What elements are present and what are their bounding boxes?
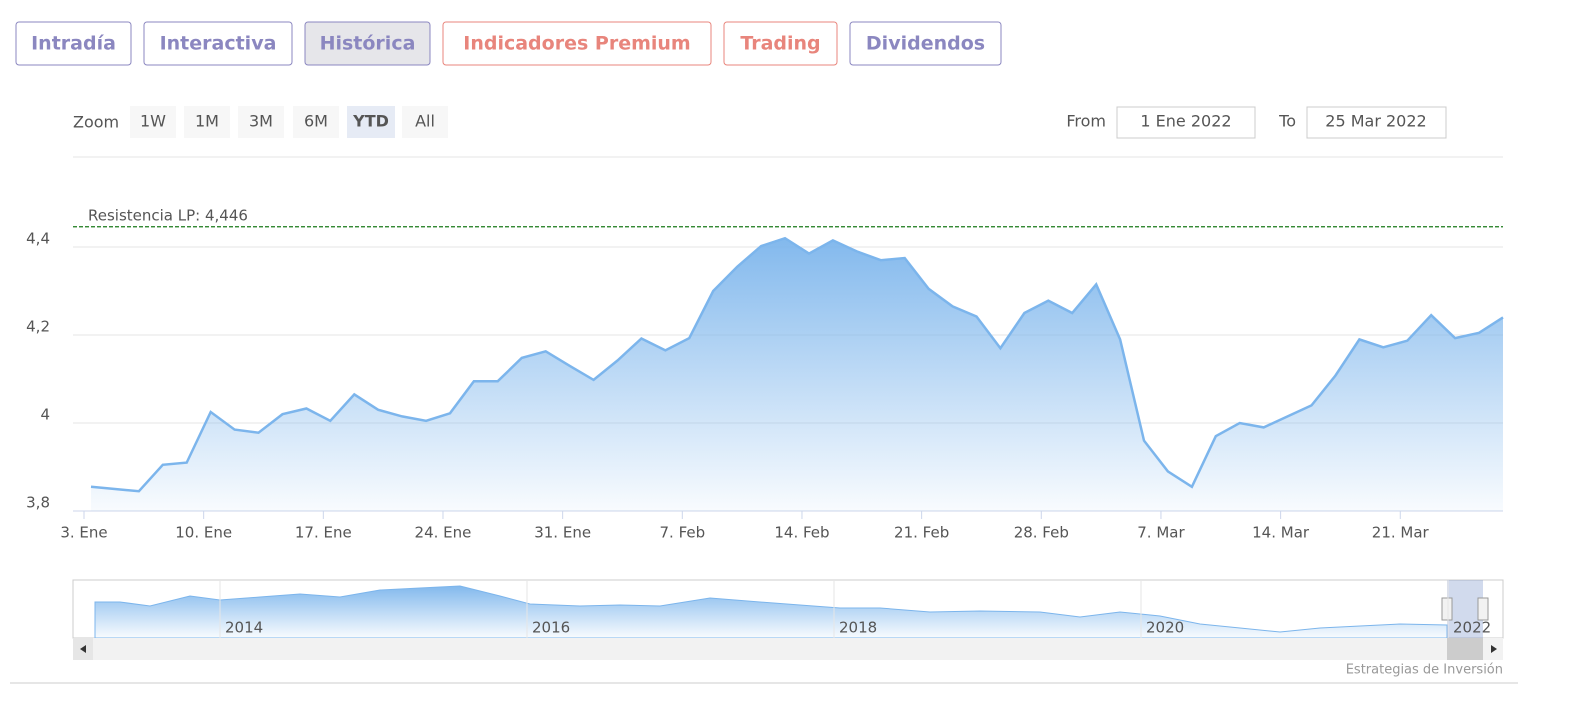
tab[interactable]	[442, 21, 712, 66]
x-tick-label: 21. Feb	[894, 524, 949, 542]
tab-label: Interactiva	[160, 33, 277, 55]
y-tick-label: 4	[40, 406, 50, 424]
zoom-button-label: 3M	[249, 112, 273, 131]
navigator-window[interactable]	[1447, 580, 1483, 638]
to-value: 25 Mar 2022	[1325, 112, 1426, 131]
x-tick-label: 10. Ene	[175, 524, 232, 542]
x-tick-label: 7. Feb	[659, 524, 705, 542]
zoom-button-label: 1W	[140, 112, 166, 131]
zoom-button[interactable]	[130, 106, 176, 138]
zoom-button[interactable]	[238, 106, 284, 138]
x-tick-label: 3. Ene	[60, 524, 107, 542]
x-tick-label: 31. Ene	[534, 524, 591, 542]
x-tick-label: 28. Feb	[1014, 524, 1069, 542]
zoom-button-label: 6M	[304, 112, 328, 131]
tab-label: Histórica	[320, 33, 416, 55]
navigator-area	[94, 585, 1448, 639]
credit: Estrategias de Inversión	[1346, 663, 1503, 678]
area	[91, 238, 1503, 511]
tab[interactable]	[849, 21, 1002, 66]
from-label: From	[1066, 112, 1106, 131]
y-tick-label: 3,8	[26, 494, 50, 512]
tab[interactable]	[15, 21, 132, 66]
navigator-label: 2014	[225, 619, 263, 637]
navigator-label: 2016	[532, 619, 570, 637]
tab-label: Dividendos	[866, 33, 985, 55]
x-tick-label: 14. Feb	[774, 524, 829, 542]
x-tick-label: 24. Ene	[415, 524, 472, 542]
tab-label: Indicadores Premium	[463, 33, 690, 55]
y-tick-label: 4,4	[26, 230, 50, 248]
from-input[interactable]	[1116, 106, 1256, 139]
tab[interactable]	[143, 21, 293, 66]
zoom-button[interactable]	[347, 106, 395, 138]
zoom-button-label: YTD	[352, 112, 389, 131]
x-tick-label: 7. Mar	[1137, 524, 1185, 542]
tab[interactable]	[304, 21, 431, 66]
tab-label: Intradía	[31, 33, 116, 55]
navigator-label: 2018	[839, 619, 877, 637]
x-tick-label: 17. Ene	[295, 524, 352, 542]
x-tick-label: 14. Mar	[1252, 524, 1310, 542]
scrollbar[interactable]	[73, 638, 1503, 660]
line	[90, 236, 1504, 493]
y-tick-label: 4,2	[26, 318, 50, 336]
navigator-label: 2022	[1453, 619, 1491, 637]
zoom-button[interactable]	[184, 106, 230, 138]
navigator-label: 2020	[1146, 619, 1184, 637]
navigator-handle[interactable]	[1477, 597, 1489, 621]
arrow-left	[80, 645, 86, 653]
navigator-handle[interactable]	[1441, 597, 1453, 621]
arrow-right	[1491, 645, 1497, 653]
to-label: To	[1278, 112, 1296, 131]
resistance-label: Resistencia LP: 4,446	[88, 206, 248, 224]
zoom-button[interactable]	[293, 106, 339, 138]
from-value: 1 Ene 2022	[1140, 112, 1231, 131]
zoom-button-label: 1M	[195, 112, 219, 131]
tab[interactable]	[723, 21, 838, 66]
scroll-thumb[interactable]	[1447, 638, 1483, 660]
to-input[interactable]	[1306, 106, 1447, 139]
x-tick-label: 21. Mar	[1372, 524, 1430, 542]
zoom-button[interactable]	[402, 106, 448, 138]
zoom-button-label: All	[415, 112, 435, 131]
zoom-label: Zoom	[73, 113, 119, 132]
tab-label: Trading	[740, 33, 820, 55]
